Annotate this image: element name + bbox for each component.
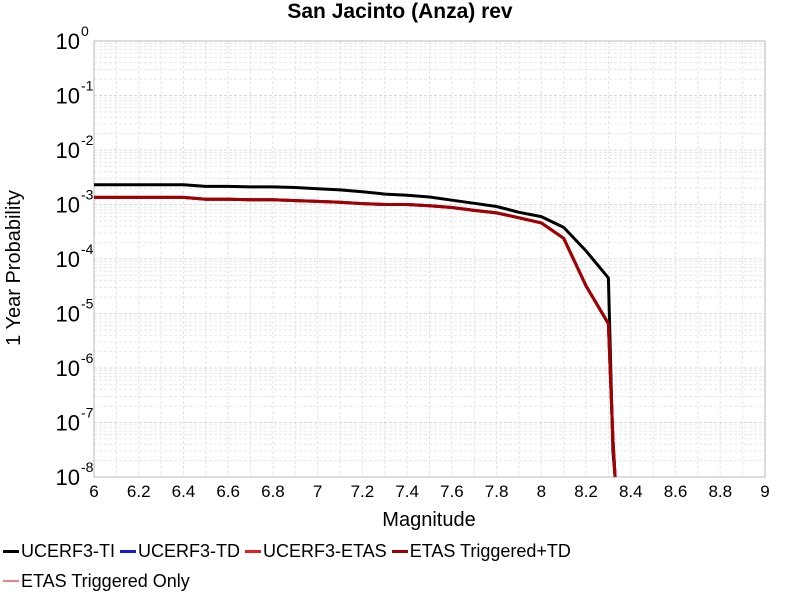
y-tick-base: 10 xyxy=(56,356,80,381)
x-tick-label: 8.6 xyxy=(664,482,688,501)
legend-label: ETAS Triggered Only xyxy=(21,570,190,591)
y-tick-label: 10 -8 xyxy=(56,459,94,490)
series-line-0 xyxy=(94,183,617,478)
legend-item: ETAS Triggered Only xyxy=(0,571,190,592)
y-tick-label: 10 -3 xyxy=(56,187,94,218)
y-tick-exponent: -2 xyxy=(81,132,94,148)
y-tick-exponent: -3 xyxy=(81,187,94,203)
legend-swatch xyxy=(120,549,136,553)
legend-item: ETAS Triggered+TD xyxy=(389,541,571,562)
y-tick-base: 10 xyxy=(56,29,80,54)
x-tick-label: 6.8 xyxy=(261,482,285,501)
y-tick-base: 10 xyxy=(56,138,80,163)
legend-label: UCERF3-TI xyxy=(21,540,115,561)
y-tick-exponent: -1 xyxy=(81,78,94,94)
x-tick-label: 7 xyxy=(313,482,322,501)
series-layer xyxy=(94,183,617,478)
legend-label: UCERF3-ETAS xyxy=(263,540,387,561)
y-axis-label: 1 Year Probability xyxy=(3,190,25,346)
x-tick-label: 6.6 xyxy=(216,482,240,501)
x-tick-labels: 6 6.2 6.4 6.6 6.8 7 7.2 7.4 7.6 7.8 8 8.2 8.4 8.6 8.8 9 xyxy=(89,482,769,501)
y-tick-exponent: -4 xyxy=(81,241,94,257)
y-tick-exponent: 0 xyxy=(81,23,89,39)
y-tick-exponent: -8 xyxy=(81,459,94,475)
x-tick-label: 8 xyxy=(537,482,546,501)
grid xyxy=(93,41,766,478)
x-tick-label: 8.2 xyxy=(574,482,598,501)
x-tick-label: 7.8 xyxy=(485,482,509,501)
x-tick-label: 7.4 xyxy=(395,482,419,501)
x-tick-label: 8.8 xyxy=(708,482,732,501)
chart-title: San Jacinto (Anza) rev xyxy=(287,0,513,23)
series-line-3 xyxy=(94,195,617,478)
y-tick-base: 10 xyxy=(56,411,80,436)
legend-row-1: UCERF3-TI UCERF3-TD UCERF3-ETAS ETAS Tri… xyxy=(0,536,800,566)
legend-swatch xyxy=(3,580,19,582)
y-tick-label: 10 -1 xyxy=(56,78,94,109)
x-tick-label: 8.4 xyxy=(619,482,643,501)
y-tick-base: 10 xyxy=(56,193,80,218)
y-tick-exponent: -6 xyxy=(81,350,94,366)
legend-label: UCERF3-TD xyxy=(138,540,240,561)
x-tick-label: 7.6 xyxy=(440,482,464,501)
y-tick-base: 10 xyxy=(56,247,80,272)
x-tick-label: 7.2 xyxy=(351,482,375,501)
legend-label: ETAS Triggered+TD xyxy=(409,540,571,561)
y-tick-label: 10 -7 xyxy=(56,405,94,436)
legend-item: UCERF3-TD xyxy=(117,541,240,562)
x-tick-label: 9 xyxy=(760,482,769,501)
y-tick-exponent: -5 xyxy=(81,296,94,312)
y-tick-label: 10 -2 xyxy=(56,132,94,163)
x-tick-label: 6.4 xyxy=(172,482,196,501)
legend-swatch xyxy=(245,549,261,553)
legend-item: UCERF3-TI xyxy=(0,541,115,562)
y-tick-label: 10 -6 xyxy=(56,350,94,381)
legend-item: UCERF3-ETAS xyxy=(242,541,387,562)
legend-row-2: ETAS Triggered Only xyxy=(0,566,800,596)
legend-swatch xyxy=(3,549,19,553)
y-tick-base: 10 xyxy=(56,302,80,327)
y-tick-base: 10 xyxy=(56,465,80,490)
y-tick-label: 10 -5 xyxy=(56,296,94,327)
x-tick-label: 6 xyxy=(89,482,98,501)
plot-frame xyxy=(93,40,766,478)
y-tick-label: 10 -4 xyxy=(56,241,94,272)
legend: UCERF3-TI UCERF3-TD UCERF3-ETAS ETAS Tri… xyxy=(0,536,800,596)
y-tick-label: 10 0 xyxy=(56,23,89,54)
y-tick-exponent: -7 xyxy=(81,405,94,421)
legend-swatch xyxy=(391,549,408,553)
y-tick-base: 10 xyxy=(56,84,80,109)
x-tick-label: 6.2 xyxy=(127,482,151,501)
x-axis-label: Magnitude xyxy=(382,509,475,531)
